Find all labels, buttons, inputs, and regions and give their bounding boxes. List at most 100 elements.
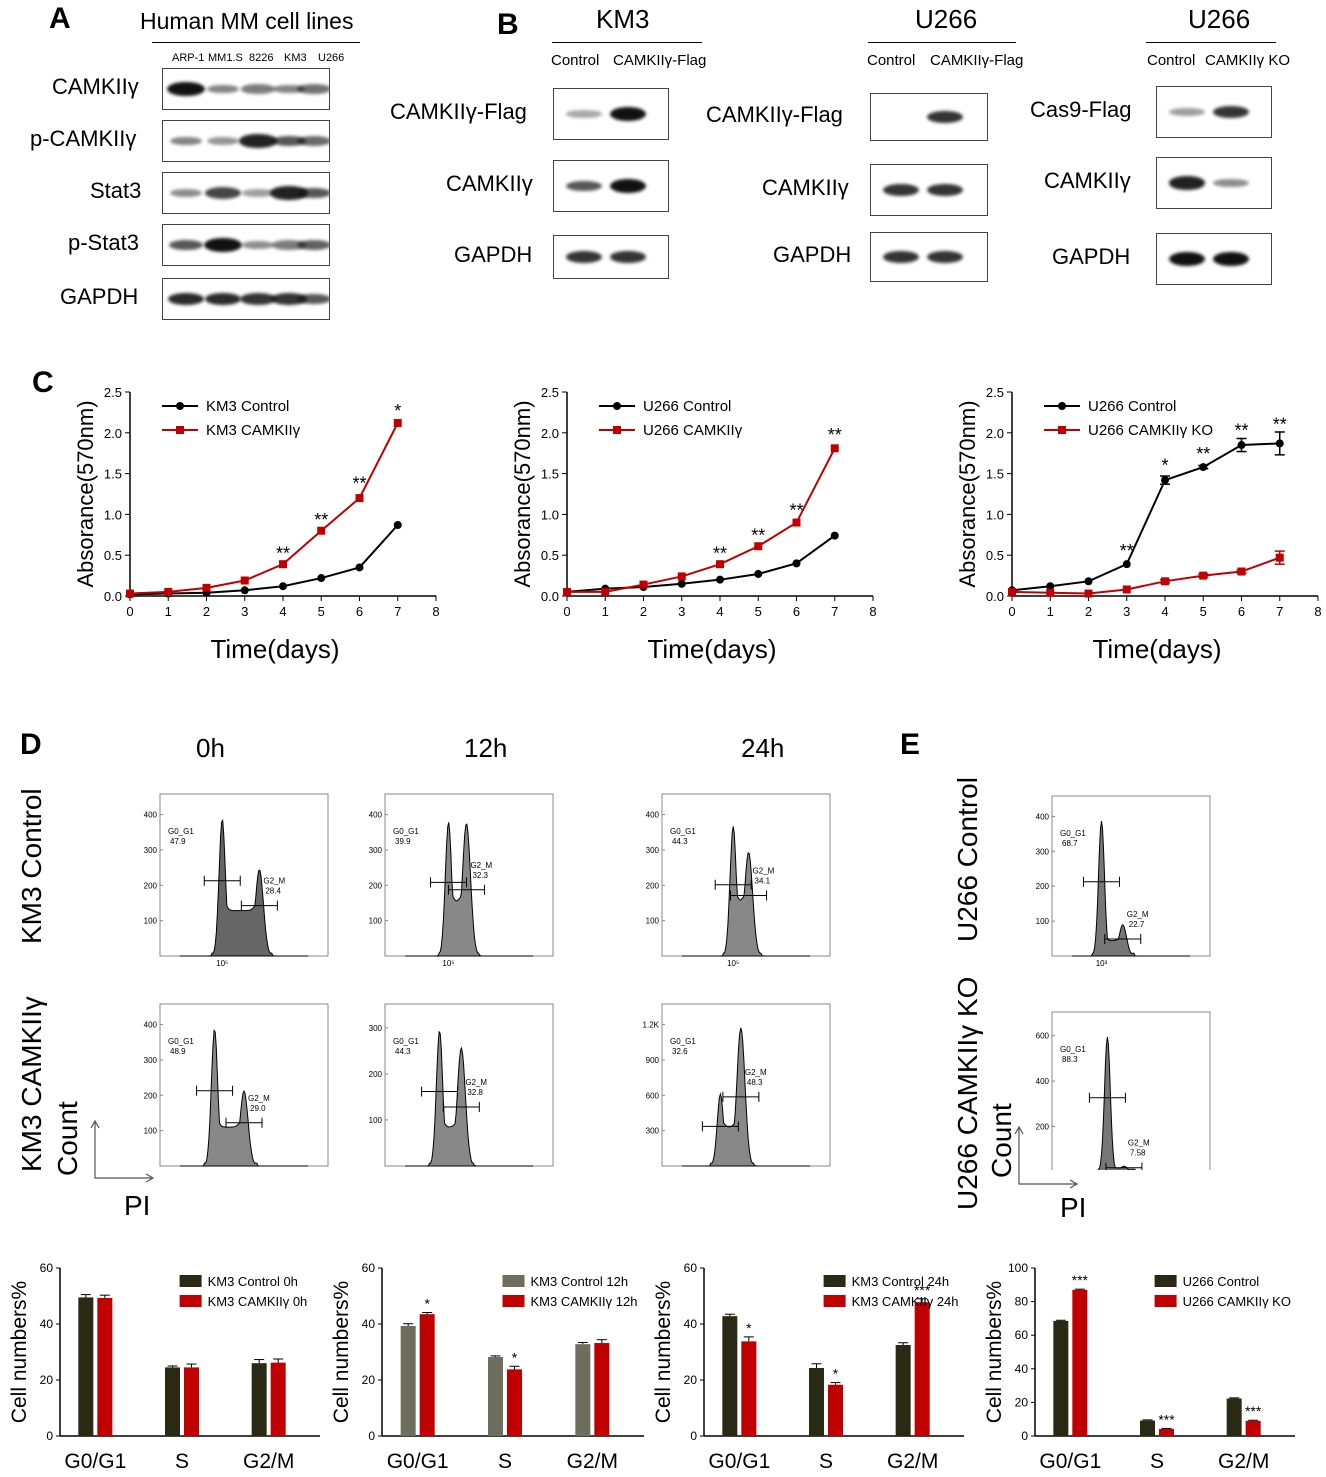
x-category-label: G0/G1 [708,1450,770,1473]
blot-band [207,137,239,145]
panel-b-group-rule [552,42,702,43]
x-tick-label: 5 [1200,604,1207,619]
bar [507,1369,522,1436]
data-point [1122,585,1131,594]
x-category-label: G2/M [567,1450,618,1473]
gate-g1-value: 32.6 [672,1047,688,1056]
x-tick-label: 4 [279,604,286,619]
data-point [563,587,571,596]
blot-band [297,136,329,146]
legend-label: U266 CAMKIIγ [643,422,743,439]
data-point [754,569,763,578]
y-tick-label: 200 [1036,882,1050,891]
gate-g1-value: 44.3 [395,1047,411,1056]
gate-g1-name: G0_G1 [393,1037,419,1046]
y-tick-label: 60 [684,1261,698,1275]
blot-band [1213,105,1249,119]
data-point [677,572,686,581]
y-tick-label: 20 [684,1373,698,1387]
blot-band [167,82,205,96]
x-tick-label: 10⁵ [208,1169,220,1170]
bar [1159,1428,1174,1436]
data-point [639,580,648,589]
lane-label: KM3 [284,52,307,64]
x-axis-label: Time(days) [1092,634,1221,664]
y-tick-label: 300 [1036,847,1050,856]
y-tick-label: 300 [369,1024,383,1033]
y-tick-label: 400 [369,811,383,820]
y-tick-label: 200 [369,1070,383,1079]
y-axis-label: Cell numbers% [330,1281,353,1423]
gate-g2-value: 7.58 [1130,1149,1146,1158]
y-tick-label: 1.5 [541,467,559,482]
significance-marker: *** [1245,1403,1262,1419]
gate-g2-value: 22.7 [1129,920,1145,929]
gate-g2-name: G2_M [470,861,492,870]
series-line [1011,442,1280,592]
bar [251,1363,267,1436]
x-tick-label: 10⁵ [714,1169,726,1170]
legend-swatch [179,1275,202,1287]
histogram-frame [1051,1011,1211,1170]
y-axis-label: Cell numbers% [983,1281,1006,1423]
panel-d-axis-arrows [90,1119,155,1183]
panel-b-blot-box [870,232,988,282]
histogram-curve [405,1030,533,1167]
y-tick-label: 1.0 [986,507,1004,522]
significance-marker: ** [828,425,842,445]
data-point [355,494,364,503]
significance-marker: ** [789,500,803,520]
x-tick-label: 3 [241,604,248,619]
x-tick-label: 10³ [1096,959,1108,968]
data-point [792,518,801,527]
data-point [1084,589,1093,598]
bar [1226,1398,1242,1436]
data-point [393,521,402,530]
blot-band [241,240,275,250]
panel-e-histograms: 10020030040010³G0_G168.7G2_M22.720040060… [1036,795,1211,1170]
blot-band [610,250,646,264]
data-point [1199,463,1208,472]
x-axis-label: Time(days) [647,634,776,664]
legend-swatch [502,1275,525,1287]
histogram-curve [682,1027,810,1167]
y-tick-label: 2.0 [104,426,122,441]
x-tick-label: 8 [432,604,439,619]
gate-g1-value: 48.9 [170,1047,186,1056]
legend-marker [176,426,184,434]
bar [1140,1420,1155,1436]
x-tick-label: 1 [602,604,609,619]
bar [809,1367,824,1436]
significance-marker: ** [713,544,727,564]
y-tick-label: 900 [646,1056,660,1065]
x-tick-label: 6 [793,604,800,619]
blot-band [242,189,274,197]
legend-swatch [1154,1295,1177,1307]
blot-band [205,187,241,199]
significance-marker: * [424,1296,430,1312]
bar [914,1302,930,1436]
gate-g2-value: 34.1 [755,877,771,886]
y-tick-label: 400 [1036,1077,1050,1086]
y-tick-label: 0.0 [541,589,559,604]
panel-b-row-label: GAPDH [773,242,852,267]
x-tick-label: 10⁵ [433,1169,445,1170]
y-tick-label: 200 [1036,1123,1050,1132]
gate-g2-name: G2_M [745,1068,767,1077]
data-point [716,575,724,584]
legend-label: KM3 CAMKIIγ 24h [852,1294,959,1309]
y-tick-label: 400 [1036,812,1050,821]
legend-swatch [823,1275,846,1287]
gate-g1-name: G0_G1 [1060,1045,1086,1054]
series-line [567,447,836,593]
panel-d-pi-label: PI [124,1190,151,1221]
gate-g2-value: 29.0 [250,1104,266,1113]
gate-g1-value: 39.9 [395,837,411,846]
gate-g2-value: 48.3 [747,1078,763,1087]
panel-b-row-label: CAMKIIγ-Flag [390,99,527,124]
y-tick-label: 60 [362,1261,376,1275]
blot-box [162,278,330,320]
significance-marker: ** [276,544,290,564]
panel-d-histograms: 10020030040010⁵G0_G147.9G2_M28.410020030… [144,793,831,1170]
